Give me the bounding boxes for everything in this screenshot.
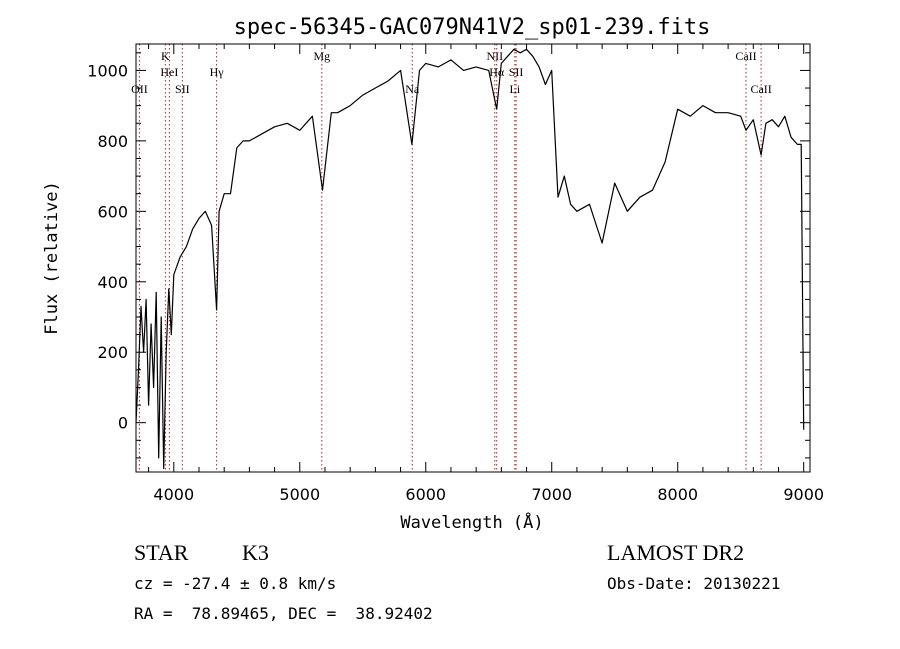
y-axis-label: Flux (relative)	[42, 181, 62, 335]
spectral-line-label: Hα	[489, 65, 505, 79]
plot-frame	[135, 43, 811, 473]
obs-date-text: Obs-Date: 20130221	[607, 574, 781, 593]
spectral-line-label: SII	[175, 82, 190, 96]
coordinates-text: RA = 78.89465, DEC = 38.92402	[134, 604, 433, 623]
x-tick-label: 4000	[153, 485, 194, 504]
y-tick-label: 0	[118, 414, 128, 433]
redshift-text: cz = -27.4 ± 0.8 km/s	[134, 574, 337, 593]
plot-layer: OII K HeI SII Hγ Mg Na NII Hα SII Li CaII CaII	[131, 44, 805, 472]
y-tick-label: 1000	[87, 61, 128, 80]
object-subclass: K3	[242, 540, 269, 565]
spectral-line-label: CaII	[735, 49, 756, 63]
y-tick-label: 800	[97, 132, 128, 151]
spectral-line-label: K	[161, 49, 170, 63]
x-tick-label: 7000	[531, 485, 572, 504]
spectral-line-label: SII	[509, 65, 524, 79]
x-axis-label: Wavelength (Å)	[400, 511, 543, 533]
chart-title: spec-56345-GAC079N41V2_sp01-239.fits	[234, 15, 711, 40]
survey-name: LAMOST DR2	[607, 540, 745, 565]
spectral-line-label: NII	[486, 49, 503, 63]
spectrum-series-line	[135, 48, 805, 470]
x-tick-label: 8000	[657, 485, 698, 504]
spectral-line-label: Mg	[313, 49, 330, 63]
x-tick-label: 9000	[783, 485, 824, 504]
spectral-line-label: Li	[509, 82, 520, 96]
spectral-line-label: HeI	[160, 65, 178, 79]
y-tick-label: 200	[97, 343, 128, 362]
spectral-line-label: CaII	[750, 82, 771, 96]
spectral-line-label: OII	[131, 82, 148, 96]
spectral-line-label: Hγ	[210, 65, 225, 79]
y-tick-label: 600	[97, 202, 128, 221]
spectral-line-label: Na	[405, 82, 420, 96]
object-class: STAR	[134, 540, 189, 565]
x-tick-label: 6000	[405, 485, 446, 504]
axis-layer: 4000 5000 6000 7000 8000 9000 0 200 400 600 800 100…	[87, 43, 824, 504]
y-tick-label: 400	[97, 273, 128, 292]
x-tick-label: 5000	[279, 485, 320, 504]
